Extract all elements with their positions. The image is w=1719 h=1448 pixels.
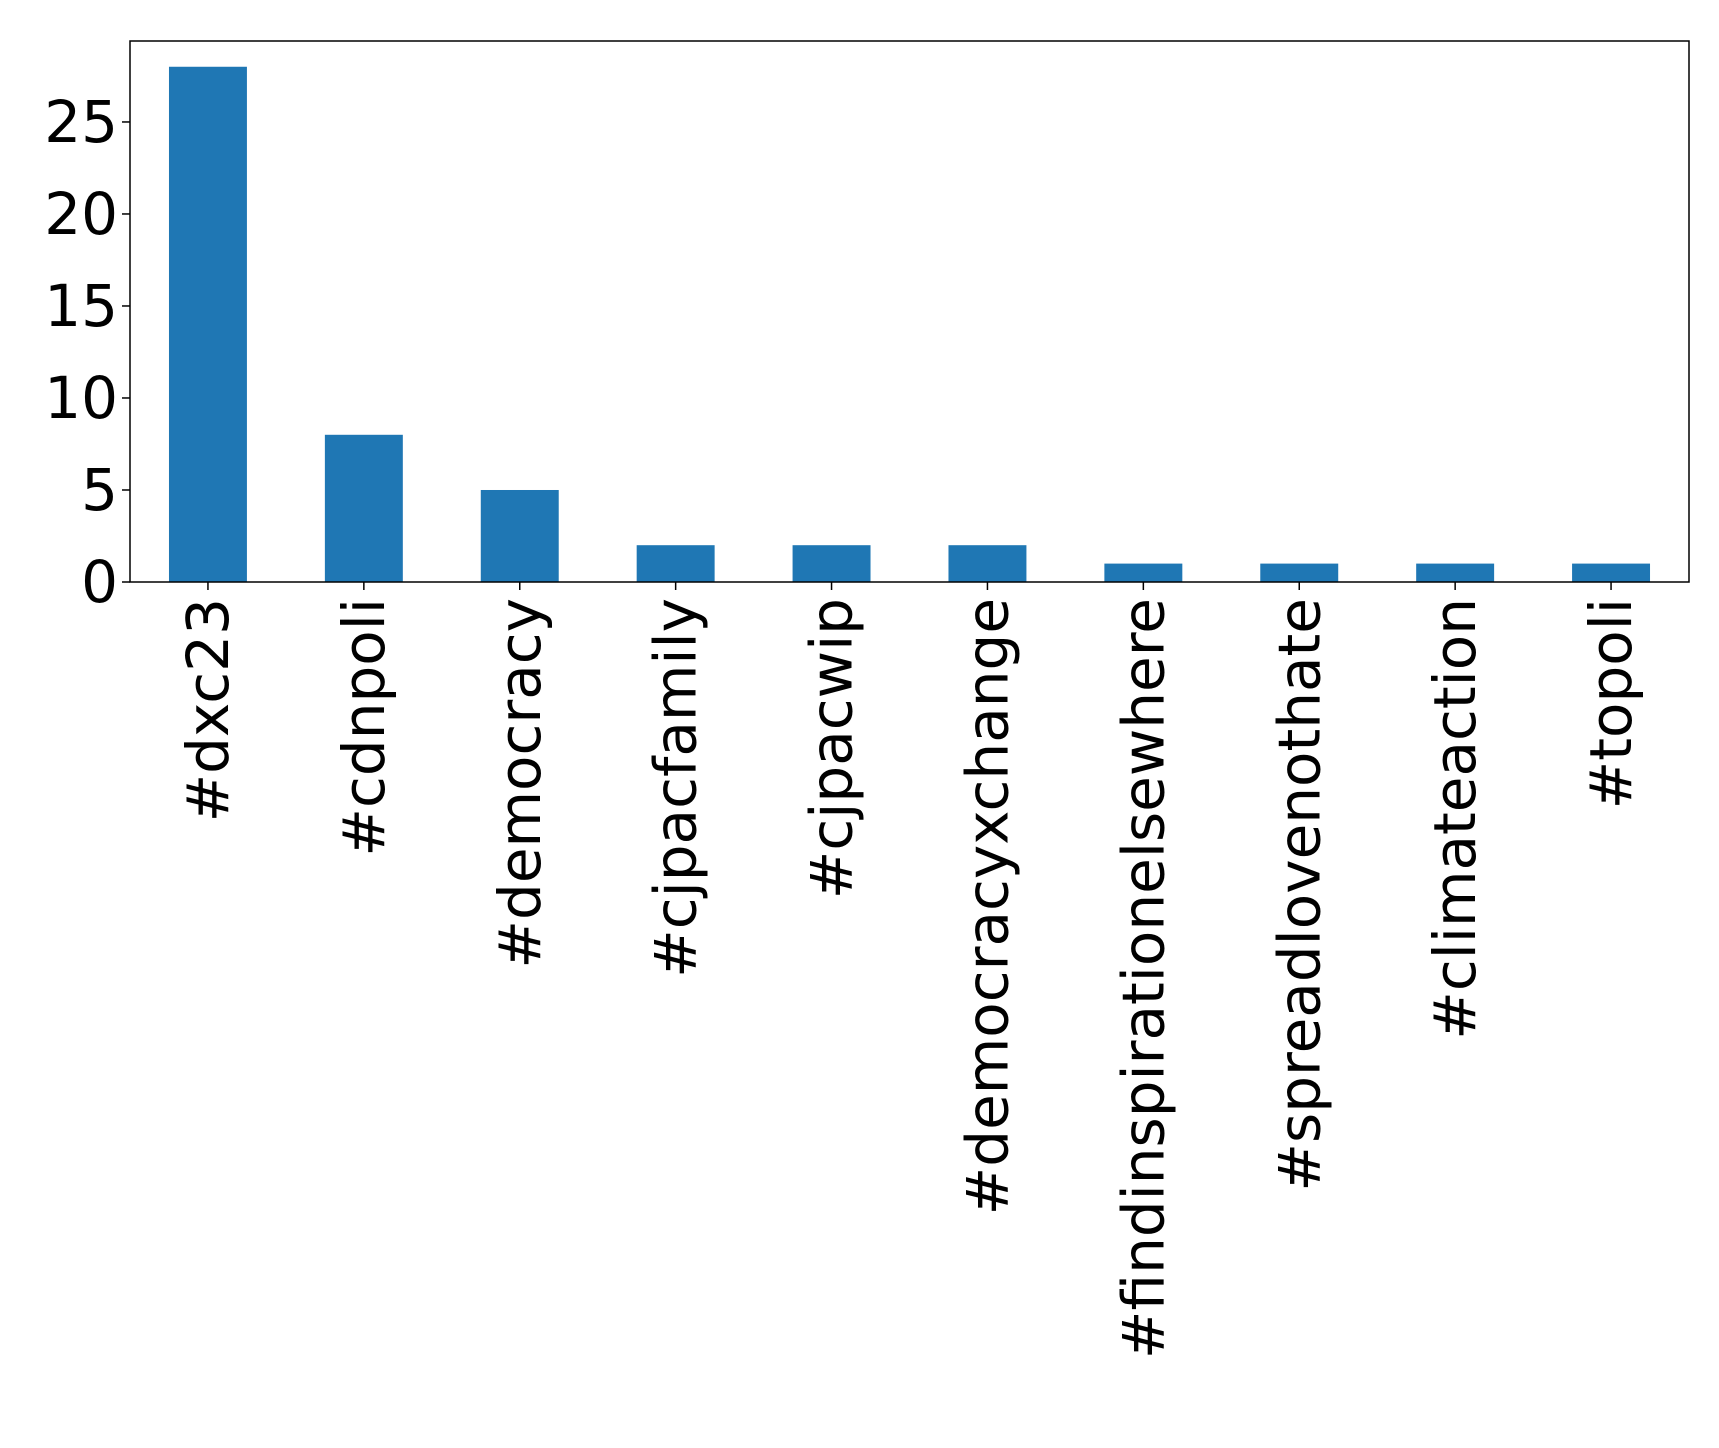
y-tick-label: 20 xyxy=(44,180,118,248)
bar-climateaction xyxy=(1416,563,1495,582)
x-tick-label: #dxc23 xyxy=(174,598,242,822)
bar-democracyxchange xyxy=(948,545,1027,582)
bar-democracy xyxy=(480,489,559,582)
bar-findinspirationelsewhere xyxy=(1104,563,1183,582)
y-axis: 0 5 10 15 20 25 xyxy=(44,88,130,616)
x-tick-label: #findinspirationelsewhere xyxy=(1109,598,1177,1359)
x-tick-label: #spreadlovenothate xyxy=(1265,598,1333,1192)
x-tick-label: #democracyxchange xyxy=(953,598,1021,1215)
y-tick-label: 25 xyxy=(44,88,118,156)
y-tick-label: 10 xyxy=(44,364,118,432)
bar-cjpacwip xyxy=(792,545,871,582)
x-tick-label: #climateaction xyxy=(1421,598,1489,1040)
bars-group xyxy=(168,66,1651,582)
x-tick-label: #cjpacfamily xyxy=(642,598,710,978)
x-tick-label: #democracy xyxy=(486,598,554,969)
bar-dxc23 xyxy=(168,66,247,582)
x-tick-label: #cjpacwip xyxy=(798,598,866,899)
plot-frame xyxy=(129,40,1690,583)
bar-cdnpoli xyxy=(324,434,403,582)
bar-spreadlovenothate xyxy=(1260,563,1339,582)
x-tick-label: #topoli xyxy=(1577,598,1645,809)
x-axis: #dxc23 #cdnpoli #democracy #cjpacfamily #cjp… xyxy=(174,582,1645,1359)
y-tick-label: 0 xyxy=(81,548,118,616)
y-tick-label: 5 xyxy=(81,456,118,524)
bar-cjpacfamily xyxy=(636,545,715,582)
y-tick-label: 15 xyxy=(44,272,118,340)
x-tick-label: #cdnpoli xyxy=(330,598,398,857)
bar-topoli xyxy=(1572,563,1651,582)
